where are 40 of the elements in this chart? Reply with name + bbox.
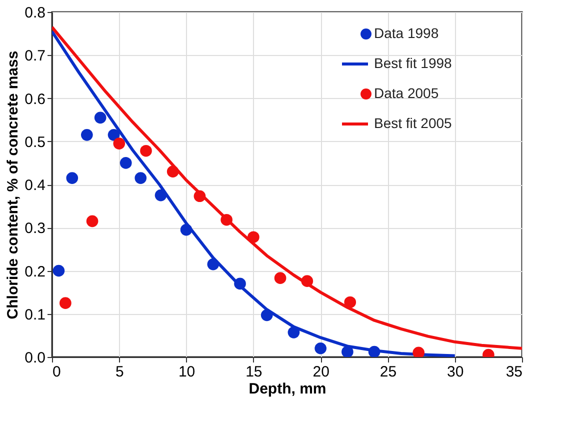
legend-label: Best fit 2005 — [374, 115, 452, 131]
point — [314, 342, 326, 354]
point — [66, 172, 78, 184]
x-axis-title: Depth, mm — [248, 380, 326, 398]
point — [113, 138, 126, 150]
x-tick-label: 15 — [246, 364, 262, 380]
x-tick-label: 35 — [506, 364, 522, 380]
x-tick-label: 5 — [115, 364, 124, 380]
y-tick-label: 0.4 — [24, 177, 46, 194]
x-tick-label: 20 — [312, 364, 330, 380]
point — [52, 264, 65, 277]
legend-label: Data 2005 — [374, 85, 439, 101]
y-tick-label: 0.3 — [24, 220, 46, 238]
x-tick-label: 0 — [52, 364, 61, 380]
point — [274, 272, 286, 284]
point — [134, 172, 147, 184]
point — [344, 296, 356, 308]
point — [120, 157, 132, 169]
y-tick-label: 0.2 — [24, 263, 46, 280]
y-tick-label: 0.6 — [24, 90, 46, 108]
y-axis-title: Chloride content, % of concrete mass — [4, 50, 22, 320]
point — [412, 346, 425, 357]
legend-label: Best fit 1998 — [374, 55, 452, 71]
point — [86, 215, 98, 228]
y-tick-label: 0.5 — [24, 134, 46, 151]
point — [342, 346, 354, 357]
point — [108, 129, 120, 141]
y-tick-label: 0.1 — [24, 306, 46, 324]
point — [140, 144, 152, 157]
y-tick-label: 0.8 — [24, 4, 46, 22]
y-tick-label: 0.7 — [24, 48, 46, 65]
point — [60, 297, 72, 309]
x-tick-label: 10 — [178, 364, 196, 380]
x-tick-label: 25 — [380, 364, 397, 380]
line-series — [52, 30, 456, 357]
x-tick-label: 30 — [447, 364, 464, 380]
y-tick-label: 0.0 — [24, 350, 46, 366]
legend-label: Data 1998 — [374, 25, 439, 41]
point — [81, 129, 93, 141]
point — [94, 112, 106, 124]
